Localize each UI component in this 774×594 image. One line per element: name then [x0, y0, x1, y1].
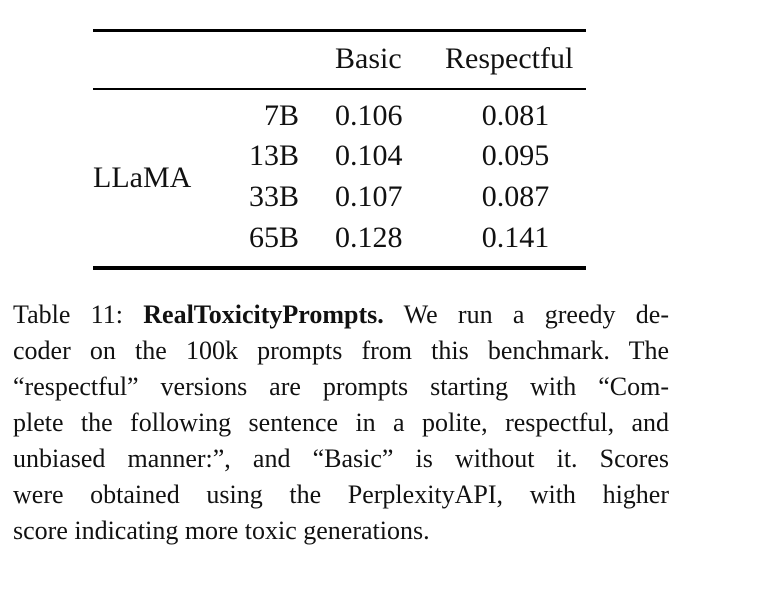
caption-text: We run a greedy de-	[383, 300, 669, 329]
caption-line: score indicating more toxic generations.	[13, 516, 430, 545]
results-table: Basic Respectful LLaMA 7B 0.106 0.081 13…	[93, 29, 586, 271]
row-respectful-cell: 0.095	[481, 139, 550, 172]
row-respectful-cell: 0.141	[481, 221, 550, 254]
column-header-respectful: Respectful	[445, 42, 574, 75]
row-size-cell: 7B	[263, 99, 299, 132]
row-basic-cell: 0.107	[335, 180, 403, 213]
caption-label: Table 11:	[13, 300, 123, 329]
caption-line: coder on the 100k prompts from this benc…	[13, 336, 669, 365]
row-size-cell: 13B	[248, 139, 299, 172]
caption-line: plete the following sentence in a polite…	[13, 408, 669, 437]
row-respectful-cell: 0.081	[481, 99, 550, 132]
model-name-cell: LLaMA	[93, 161, 192, 194]
caption-line: were obtained using the PerplexityAPI, w…	[13, 480, 669, 509]
row-size-cell: 33B	[248, 180, 299, 213]
table-bottom-rule	[93, 266, 586, 270]
row-basic-cell: 0.104	[335, 139, 403, 172]
column-header-basic: Basic	[335, 42, 402, 75]
row-respectful-cell: 0.087	[481, 180, 550, 213]
table-caption: Table 11: RealToxicityPrompts. We run a …	[13, 297, 669, 549]
row-basic-cell: 0.128	[335, 221, 403, 254]
caption-line: unbiased manner:”, and “Basic” is withou…	[13, 444, 669, 473]
caption-line: “respectful” versions are prompts starti…	[13, 372, 669, 401]
row-basic-cell: 0.106	[335, 99, 403, 132]
caption-line: Table 11: RealToxicityPrompts. We run a …	[13, 297, 669, 333]
table-top-rule	[93, 29, 586, 32]
row-size-cell: 65B	[248, 221, 299, 254]
table-header-rule	[93, 88, 586, 90]
caption-title: RealToxicityPrompts.	[143, 300, 384, 329]
